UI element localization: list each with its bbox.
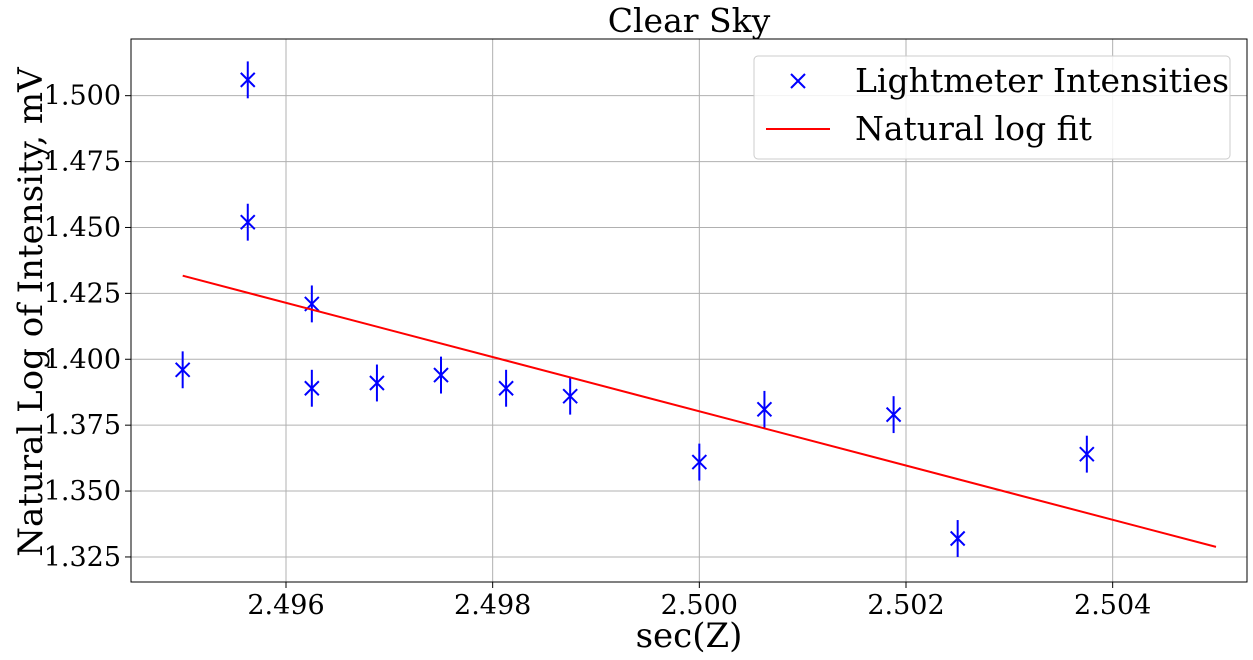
data-point [885,406,902,423]
x-tick-label: 2.500 [661,590,738,621]
y-tick-label: 1.450 [44,212,121,243]
legend-marker-x-icon [790,73,806,89]
data-point [949,530,966,547]
data-point [369,375,385,391]
data-point [240,72,256,88]
x-tick-label: 2.502 [867,590,944,621]
y-tick-label: 1.400 [44,344,121,375]
data-point [174,362,191,378]
data-point [498,380,514,396]
x-tick-label: 2.504 [1074,590,1151,621]
data-point [756,401,773,418]
legend: Lightmeter Intensities Natural log fit [753,55,1231,160]
data-point [562,388,578,404]
x-tick-label: 2.496 [247,590,324,621]
data-point [304,380,320,396]
legend-box [753,55,1231,160]
fit-line [182,274,1217,548]
data-point [691,454,708,470]
data-point [1079,446,1095,462]
data-point [433,367,449,383]
data-point [240,214,256,230]
plot-area-frame [130,38,1248,583]
y-tick-label: 1.325 [44,542,121,573]
y-tick-label: 1.475 [44,147,121,178]
y-tick-label: 1.500 [44,81,121,112]
y-tick-label: 1.425 [44,278,121,309]
legend-label-fit: Natural log fit [855,109,1092,148]
legend-label-lightmeter: Lightmeter Intensities [855,61,1229,100]
x-axis-label: sec(Z) [636,616,743,656]
axis-ticks: 2.496 2.498 2.500 2.502 2.504 1.325 1.350 1.375… [44,81,1152,621]
x-tick-label: 2.498 [454,590,531,621]
y-tick-label: 1.375 [44,410,121,441]
y-axis-label: Natural Log of Intensity, mV [11,66,51,557]
chart-title: Clear Sky [608,1,771,40]
plot-series [174,61,1217,557]
y-tick-label: 1.350 [44,476,121,507]
